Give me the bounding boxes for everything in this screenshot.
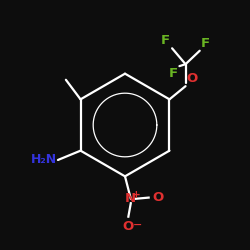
Text: F: F xyxy=(201,37,210,50)
Text: +: + xyxy=(132,190,140,200)
Text: O: O xyxy=(187,72,198,85)
Text: H₂N: H₂N xyxy=(30,154,57,166)
Text: O: O xyxy=(152,191,164,204)
Text: F: F xyxy=(169,66,178,80)
Text: −: − xyxy=(133,220,142,230)
Text: F: F xyxy=(161,34,170,47)
Text: O: O xyxy=(123,220,134,233)
Text: N: N xyxy=(125,192,136,205)
